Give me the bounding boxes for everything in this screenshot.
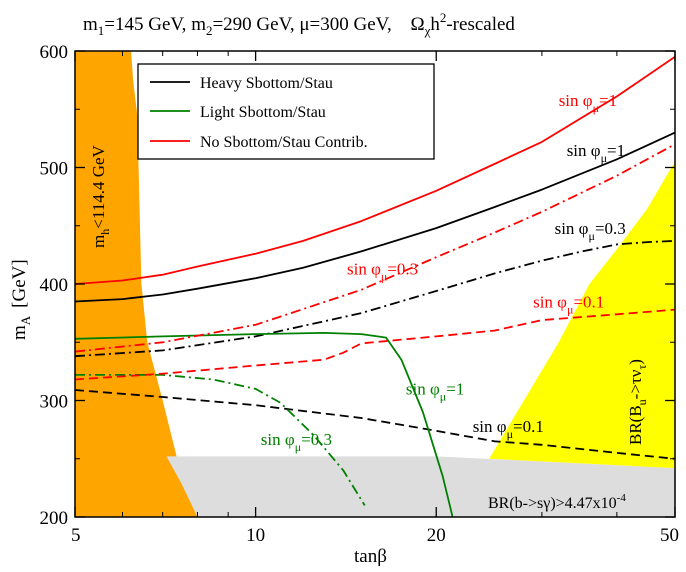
legend-label-heavy: Heavy Sbottom/Stau — [200, 75, 333, 92]
excluded-regions — [75, 51, 675, 517]
bsg-region-label: BR(b->sγ)>4.47x10-4 — [488, 492, 626, 512]
btaunu-excluded-region — [489, 161, 675, 469]
series-line-heavy-0 — [74, 131, 676, 303]
axis-ticks: 5 10 20 50 200 300 400 500 600 — [40, 42, 680, 546]
curve-label-6: sin φμ=0.3 — [261, 430, 332, 454]
y-tick-label: 300 — [40, 392, 69, 413]
series-line-heavy-2 — [74, 389, 676, 460]
x-tick-label: 50 — [660, 525, 679, 546]
series-line-light-3 — [74, 331, 454, 518]
series-line-none-5 — [74, 56, 676, 285]
curve-label-3: sin φμ=0.3 — [347, 260, 418, 284]
curve-labels: sin φμ=1 sin φμ=1 sin φμ=0.3 sin φμ=0.3 sin … — [261, 91, 626, 454]
y-axis-label: mA[GeV] — [9, 259, 33, 340]
legend: Heavy Sbottom/Stau Light Sbottom/Stau No… — [137, 63, 435, 160]
curve-label-5: sin φμ=1 — [406, 380, 464, 404]
y-tick-label: 200 — [40, 508, 69, 529]
curve-label-4: sin φμ=0.1 — [533, 292, 604, 316]
svg-text:BR(Bu->τντ): BR(Bu->τντ) — [626, 359, 649, 445]
curve-label-0: sin φμ=1 — [559, 91, 617, 115]
svg-text:mh<114.4 GeV: mh<114.4 GeV — [89, 144, 112, 248]
x-tick-label: 5 — [71, 525, 81, 546]
mh-excluded-region — [75, 51, 198, 517]
svg-text:mA[GeV]: mA[GeV] — [9, 259, 33, 340]
y-tick-label: 500 — [40, 159, 69, 180]
series-line-none-6 — [74, 143, 676, 353]
legend-label-none: No Sbottom/Stau Contrib. — [200, 134, 368, 151]
series-line-none-7 — [74, 308, 676, 381]
mh-region-label: mh<114.4 GeV — [89, 144, 112, 248]
btaunu-region-label: BR(Bu->τντ) — [626, 359, 649, 445]
curve-label-1: sin φμ=1 — [567, 141, 625, 165]
x-tick-label: 20 — [427, 525, 446, 546]
y-tick-label: 600 — [40, 42, 69, 63]
x-tick-label: 10 — [246, 525, 265, 546]
series-line-light-4 — [75, 373, 366, 506]
chart-title: m1=145 GeV, m2=290 GeV, μ=300 GeV, Ωχh2-… — [83, 10, 515, 38]
y-tick-label: 400 — [40, 275, 69, 296]
curve-label-2: sin φμ=0.3 — [555, 219, 626, 243]
series-line-heavy-1 — [74, 240, 676, 358]
data-series — [74, 56, 676, 518]
curve-label-7: sin φμ=0.1 — [473, 417, 544, 441]
bsg-excluded-region — [166, 456, 675, 517]
legend-label-light: Light Sbottom/Stau — [200, 104, 326, 121]
x-axis-label: tanβ — [354, 546, 387, 567]
